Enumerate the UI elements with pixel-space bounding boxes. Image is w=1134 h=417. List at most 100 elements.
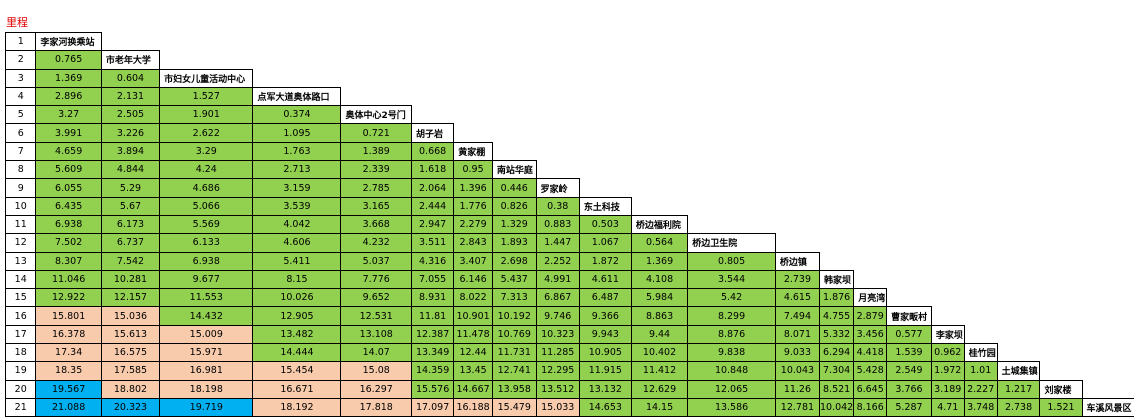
row-index[interactable]: 2 (6, 51, 36, 69)
distance-cell[interactable]: 0.577 (887, 325, 932, 343)
distance-cell[interactable]: 8.299 (688, 307, 776, 325)
distance-cell[interactable]: 10.848 (688, 362, 776, 380)
distance-cell[interactable]: 16.297 (341, 380, 412, 398)
distance-cell[interactable]: 8.15 (253, 270, 341, 288)
distance-cell[interactable]: 8.166 (854, 398, 887, 416)
distance-cell[interactable]: 7.494 (775, 307, 819, 325)
distance-cell[interactable]: 4.611 (579, 270, 631, 288)
distance-cell[interactable]: 2.879 (854, 307, 887, 325)
distance-cell[interactable]: 10.026 (253, 289, 341, 307)
distance-cell[interactable]: 1.447 (536, 234, 579, 252)
distance-cell[interactable]: 4.042 (253, 215, 341, 233)
distance-cell[interactable]: 3.668 (341, 215, 412, 233)
distance-cell[interactable]: 6.294 (819, 344, 853, 362)
distance-cell[interactable]: 3.29 (160, 142, 253, 160)
distance-cell[interactable]: 6.938 (160, 252, 253, 270)
distance-cell[interactable]: 6.867 (536, 289, 579, 307)
distance-cell[interactable]: 11.478 (454, 325, 493, 343)
station-name[interactable]: 市妇女儿童活动中心 (160, 69, 253, 87)
row-index[interactable]: 10 (6, 197, 36, 215)
distance-cell[interactable]: 1.329 (492, 215, 536, 233)
distance-cell[interactable]: 17.34 (36, 344, 101, 362)
distance-cell[interactable]: 8.863 (631, 307, 687, 325)
distance-cell[interactable]: 0.668 (411, 142, 453, 160)
distance-cell[interactable]: 2.131 (101, 87, 159, 105)
distance-cell[interactable]: 12.629 (631, 380, 687, 398)
distance-cell[interactable]: 7.055 (411, 270, 453, 288)
distance-cell[interactable]: 3.407 (454, 252, 493, 270)
distance-cell[interactable]: 7.776 (341, 270, 412, 288)
row-index[interactable]: 20 (6, 380, 36, 398)
station-name[interactable]: 东土科技 (579, 197, 631, 215)
station-name[interactable]: 李家河换乘站 (36, 33, 101, 51)
distance-cell[interactable]: 0.883 (536, 215, 579, 233)
station-name[interactable]: 李家坝 (931, 325, 964, 343)
distance-cell[interactable]: 18.802 (101, 380, 159, 398)
station-name[interactable]: 刘家楼 (1040, 380, 1082, 398)
distance-cell[interactable]: 19.719 (160, 398, 253, 416)
distance-cell[interactable]: 5.67 (101, 197, 159, 215)
distance-cell[interactable]: 12.387 (411, 325, 453, 343)
distance-cell[interactable]: 13.482 (253, 325, 341, 343)
distance-cell[interactable]: 6.055 (36, 179, 101, 197)
distance-cell[interactable]: 14.444 (253, 344, 341, 362)
station-name[interactable]: 曹家畈村 (887, 307, 932, 325)
distance-cell[interactable]: 8.876 (688, 325, 776, 343)
row-index[interactable]: 4 (6, 87, 36, 105)
distance-cell[interactable]: 9.652 (341, 289, 412, 307)
distance-cell[interactable]: 1.876 (819, 289, 853, 307)
row-index[interactable]: 11 (6, 215, 36, 233)
distance-cell[interactable]: 5.42 (688, 289, 776, 307)
distance-cell[interactable]: 13.132 (579, 380, 631, 398)
distance-cell[interactable]: 1.521 (1040, 398, 1082, 416)
distance-cell[interactable]: 5.287 (887, 398, 932, 416)
distance-cell[interactable]: 2.698 (492, 252, 536, 270)
distance-cell[interactable]: 2.738 (997, 398, 1040, 416)
distance-cell[interactable]: 2.064 (411, 179, 453, 197)
distance-cell[interactable]: 13.45 (454, 362, 493, 380)
row-index[interactable]: 18 (6, 344, 36, 362)
distance-cell[interactable]: 15.576 (411, 380, 453, 398)
distance-cell[interactable]: 2.279 (454, 215, 493, 233)
distance-cell[interactable]: 5.984 (631, 289, 687, 307)
distance-cell[interactable]: 16.188 (454, 398, 493, 416)
distance-cell[interactable]: 15.033 (536, 398, 579, 416)
distance-cell[interactable]: 16.671 (253, 380, 341, 398)
distance-cell[interactable]: 18.35 (36, 362, 101, 380)
distance-cell[interactable]: 3.748 (964, 398, 997, 416)
distance-cell[interactable]: 10.901 (454, 307, 493, 325)
distance-cell[interactable]: 9.746 (536, 307, 579, 325)
distance-cell[interactable]: 13.108 (341, 325, 412, 343)
distance-cell[interactable]: 3.27 (36, 106, 101, 124)
distance-cell[interactable]: 8.521 (819, 380, 853, 398)
distance-cell[interactable]: 5.066 (160, 197, 253, 215)
distance-cell[interactable]: 2.549 (887, 362, 932, 380)
distance-cell[interactable]: 1.396 (454, 179, 493, 197)
distance-cell[interactable]: 13.586 (688, 398, 776, 416)
distance-cell[interactable]: 4.844 (101, 161, 159, 179)
distance-cell[interactable]: 1.901 (160, 106, 253, 124)
distance-cell[interactable]: 4.686 (160, 179, 253, 197)
distance-cell[interactable]: 10.402 (631, 344, 687, 362)
distance-cell[interactable]: 13.512 (536, 380, 579, 398)
distance-cell[interactable]: 18.198 (160, 380, 253, 398)
row-index[interactable]: 12 (6, 234, 36, 252)
station-name[interactable]: 桥边福利院 (631, 215, 687, 233)
distance-cell[interactable]: 6.146 (454, 270, 493, 288)
distance-cell[interactable]: 16.981 (160, 362, 253, 380)
station-name[interactable]: 月亮湾 (854, 289, 887, 307)
distance-cell[interactable]: 2.227 (964, 380, 997, 398)
distance-cell[interactable]: 0.826 (492, 197, 536, 215)
distance-cell[interactable]: 4.991 (536, 270, 579, 288)
distance-cell[interactable]: 1.389 (341, 142, 412, 160)
distance-cell[interactable]: 2.785 (341, 179, 412, 197)
distance-cell[interactable]: 16.378 (36, 325, 101, 343)
distance-cell[interactable]: 5.037 (341, 252, 412, 270)
station-name[interactable]: 罗家岭 (536, 179, 579, 197)
distance-cell[interactable]: 14.359 (411, 362, 453, 380)
distance-cell[interactable]: 3.539 (253, 197, 341, 215)
distance-cell[interactable]: 4.24 (160, 161, 253, 179)
distance-cell[interactable]: 14.432 (160, 307, 253, 325)
distance-cell[interactable]: 14.07 (341, 344, 412, 362)
station-name[interactable]: 市老年大学 (101, 51, 159, 69)
